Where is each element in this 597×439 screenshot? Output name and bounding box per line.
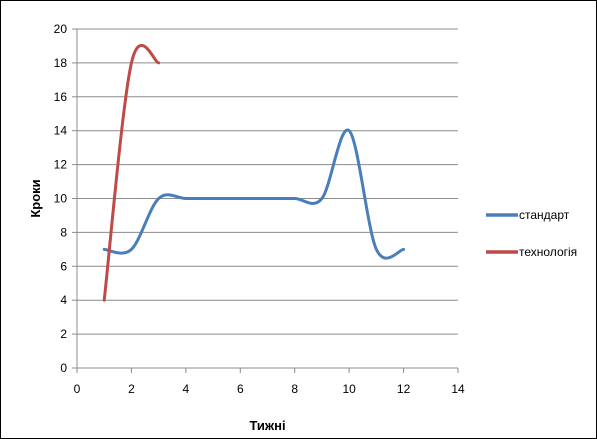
- x-tick-label-0: 0: [74, 382, 81, 396]
- x-axis-title: Тижні: [249, 418, 285, 433]
- gridlines: [77, 28, 458, 335]
- y-tick-label-10: 10: [54, 192, 68, 206]
- tick-labels: 0 2 4 6 8 10 12 14 16 18 20 0 2 4 6 8 10 12 14: [54, 22, 465, 396]
- x-tick-label-10: 10: [342, 382, 356, 396]
- series-line-1: [102, 128, 406, 260]
- y-tick-label-0: 0: [60, 361, 67, 375]
- legend: стандарт технологія: [486, 208, 577, 259]
- y-axis-title: Кроки: [28, 179, 43, 217]
- y-tick-label-6: 6: [60, 259, 67, 273]
- x-tick-label-6: 6: [237, 382, 244, 396]
- y-tick-label-18: 18: [54, 56, 68, 70]
- x-tick-label-4: 4: [183, 382, 190, 396]
- y-tick-label-20: 20: [54, 22, 68, 36]
- y-tick-label-2: 2: [60, 327, 67, 341]
- legend-label-1: стандарт: [519, 208, 570, 222]
- series-line-2: [102, 43, 161, 302]
- y-tick-label-14: 14: [54, 124, 68, 138]
- y-tick-label-4: 4: [60, 293, 67, 307]
- x-tick-label-12: 12: [397, 382, 411, 396]
- y-tick-label-16: 16: [54, 90, 68, 104]
- x-tick-label-8: 8: [291, 382, 298, 396]
- series-lines: [102, 43, 406, 302]
- x-tick-label-14: 14: [451, 382, 465, 396]
- legend-label-2: технологія: [519, 245, 577, 259]
- y-tick-label-8: 8: [60, 225, 67, 239]
- x-tick-label-2: 2: [128, 382, 135, 396]
- axes: [72, 28, 459, 373]
- y-tick-label-12: 12: [54, 158, 68, 172]
